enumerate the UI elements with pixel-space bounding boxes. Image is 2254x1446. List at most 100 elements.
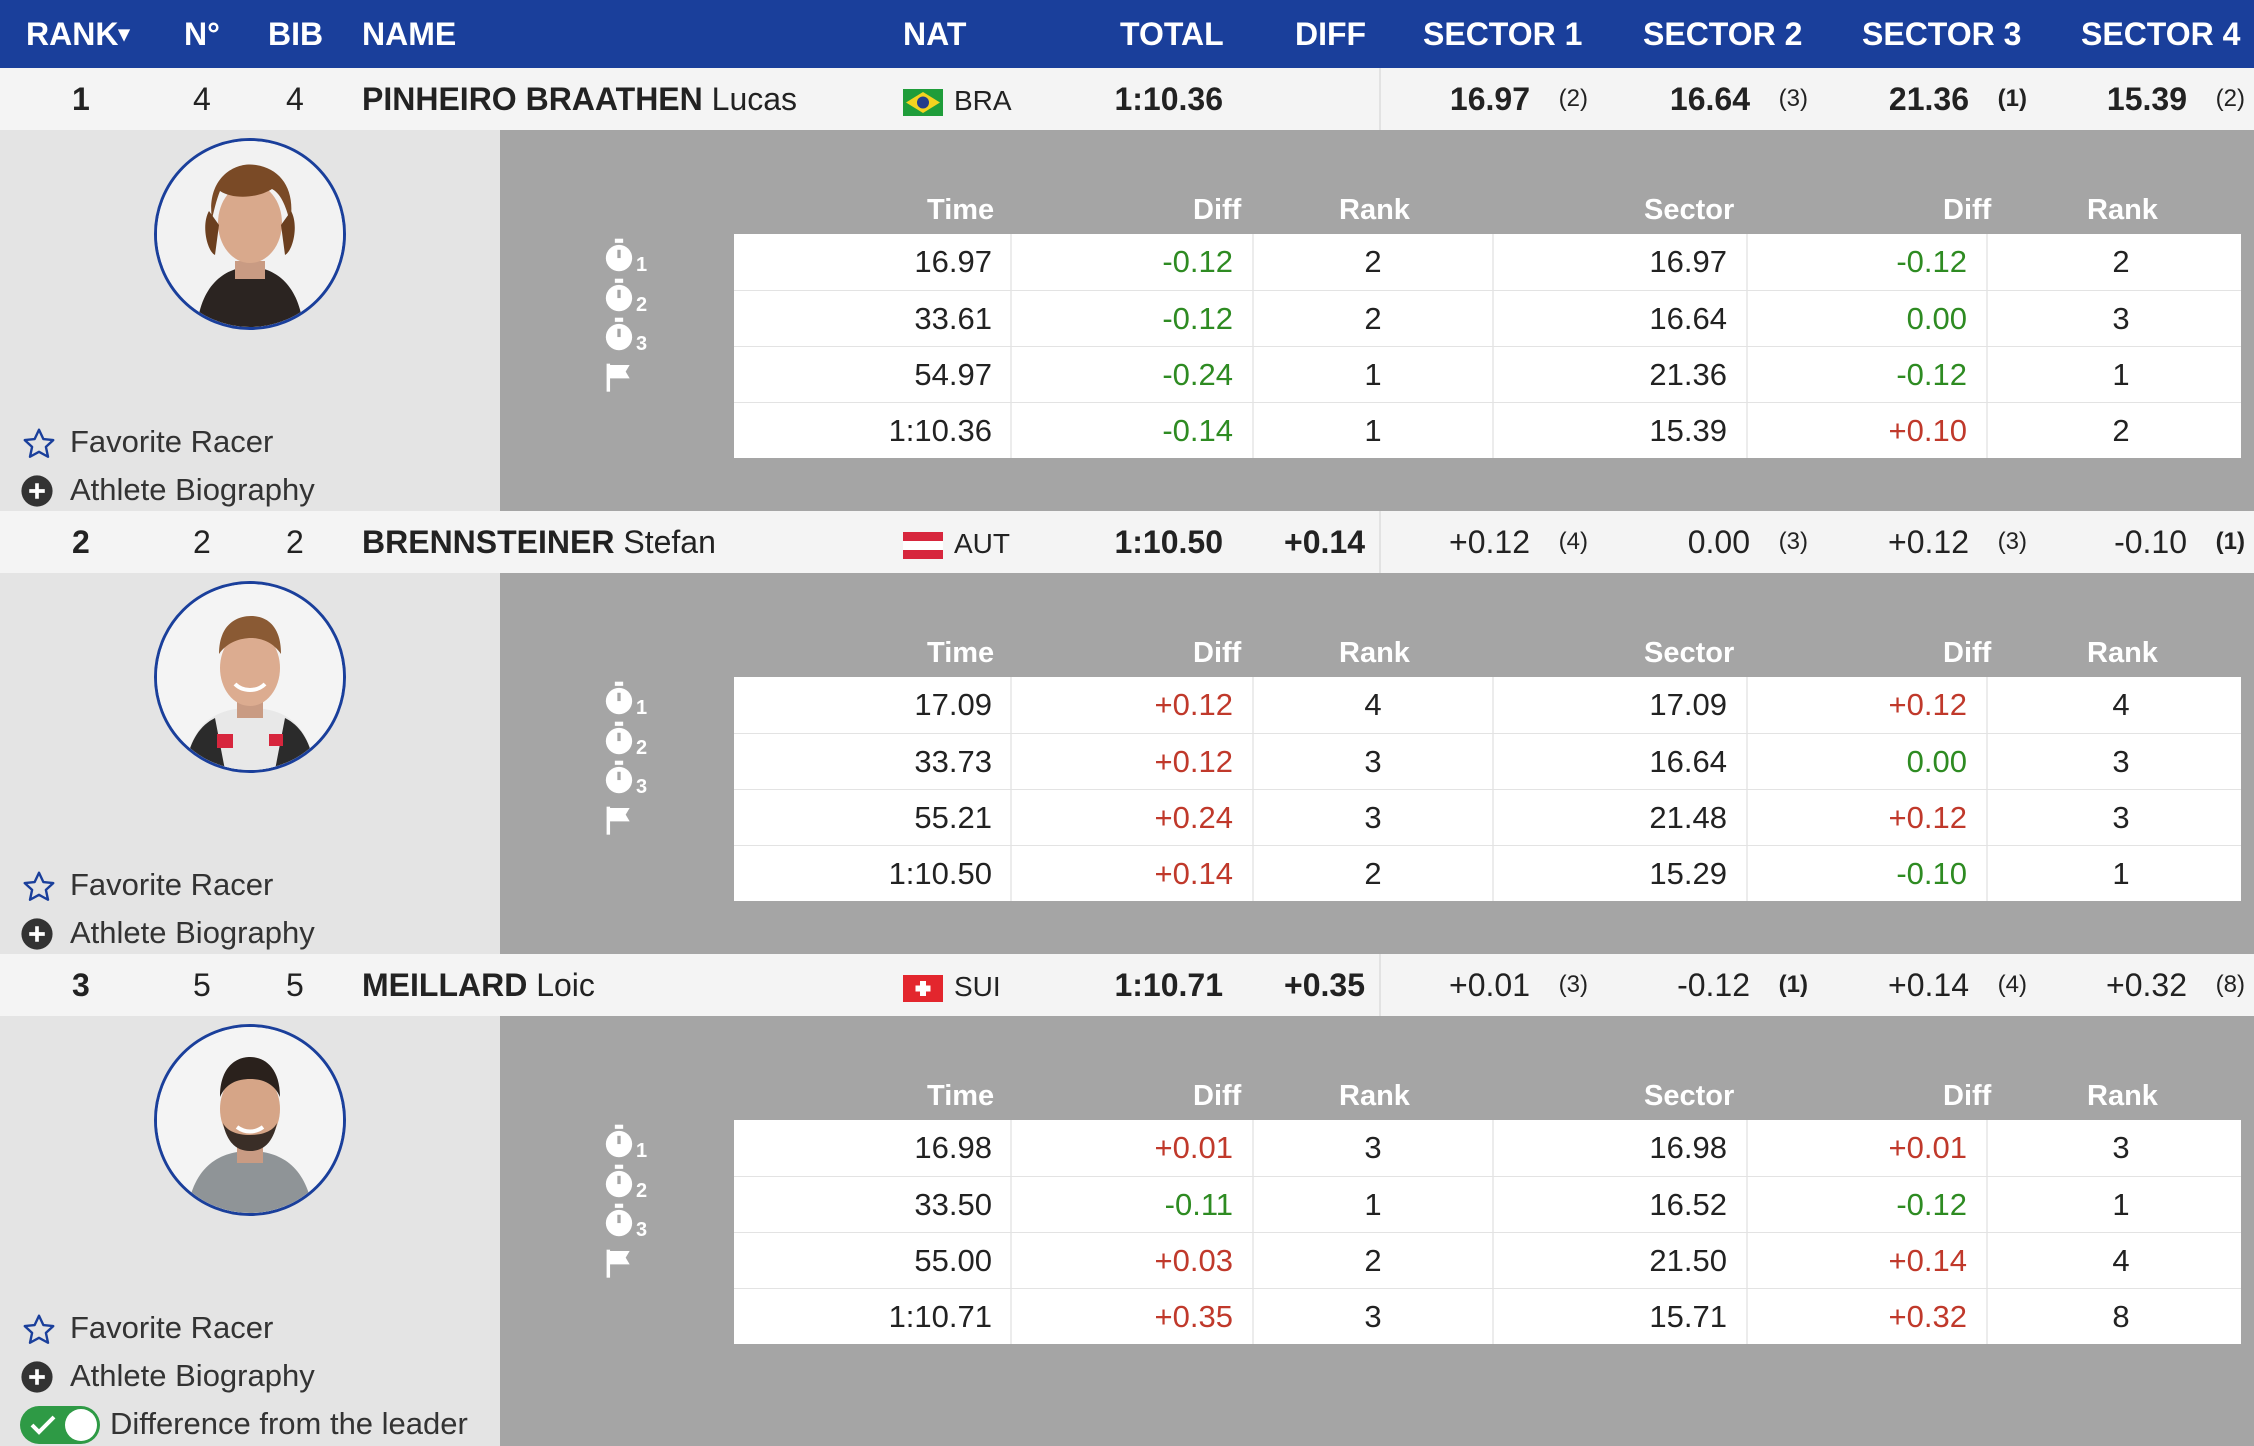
- split-row: 33.73 +0.12 3 16.64 0.00 3: [734, 733, 2241, 790]
- split-time: 33.61: [914, 301, 992, 336]
- split-number: 2: [636, 737, 648, 759]
- split-times-panel: Time Diff Rank Sector Diff Rank 1 2 3 16.9…: [500, 130, 2254, 560]
- start-number: 4: [193, 81, 211, 117]
- total-column-header[interactable]: TOTAL: [1120, 16, 1224, 52]
- split-sector-rank: 4: [2112, 687, 2130, 722]
- sector4-value: 15.39: [2106, 81, 2187, 117]
- split-diff: -0.11: [1164, 1187, 1233, 1222]
- nation-code: BRA: [954, 85, 1012, 116]
- sector4-column-header[interactable]: SECTOR 4: [2081, 16, 2241, 52]
- split-number: 3: [636, 776, 648, 798]
- diff-column-header: Diff: [1193, 194, 1242, 226]
- split-diff: +0.12: [1154, 687, 1233, 722]
- plus-circle-icon: [20, 917, 54, 961]
- sector1-value: +0.12: [1449, 524, 1530, 560]
- sector4-rank: (1): [2215, 528, 2245, 555]
- stopwatch-icon: 3: [602, 760, 647, 801]
- split-diff: +0.01: [1154, 1130, 1233, 1165]
- name-column-header[interactable]: NAME: [362, 16, 457, 52]
- time-column-header: Time: [927, 1080, 995, 1112]
- avatar[interactable]: [154, 581, 346, 773]
- split-sector-rank: 3: [2112, 301, 2130, 336]
- athlete-summary-row[interactable]: 2 2 2 BRENNSTEINER Stefan AUT 1:10.50 +0…: [0, 511, 2254, 573]
- split-diff: -0.12: [1162, 244, 1233, 279]
- rank-column-header[interactable]: RANK▾: [26, 16, 130, 52]
- split-row: 55.21 +0.24 3 21.48 +0.12 3: [734, 789, 2241, 846]
- bib-number: 4: [286, 81, 304, 117]
- stopwatch-icon: 2: [602, 1164, 647, 1205]
- austria-flag-icon: [903, 530, 943, 559]
- bib-number: 5: [286, 967, 304, 1003]
- sector2-column-header[interactable]: SECTOR 2: [1643, 16, 1803, 52]
- switzerland-flag-icon: [903, 973, 943, 1002]
- athlete-summary-row[interactable]: 1 4 4 PINHEIRO BRAATHEN Lucas BRA 1:10.3…: [0, 68, 2254, 130]
- nat-column-header[interactable]: NAT: [903, 16, 967, 52]
- split-time: 55.00: [914, 1243, 992, 1278]
- split-rank: 2: [1364, 856, 1382, 891]
- bib-column-header[interactable]: BIB: [268, 16, 324, 52]
- athlete-info-panel: Favorite Racer Athlete Biography Differe…: [0, 1016, 500, 1446]
- avatar[interactable]: [154, 138, 346, 330]
- sector1-value: 16.97: [1449, 81, 1530, 117]
- sector1-rank: (2): [1558, 85, 1588, 112]
- split-sector-diff: +0.12: [1888, 800, 1967, 835]
- split-number: 1: [636, 254, 648, 276]
- sector3-rank: (1): [1997, 85, 2027, 112]
- split-sector-diff: -0.10: [1896, 856, 1967, 891]
- split-number: 1: [636, 697, 648, 719]
- split-time: 54.97: [914, 357, 992, 392]
- athlete-biography-label: Athlete Biography: [70, 472, 315, 507]
- toggle-knob: [65, 1409, 97, 1441]
- athlete-lastname: BRENNSTEINER: [362, 524, 615, 560]
- sector-rank-column-header: Rank: [2087, 194, 2158, 226]
- stopwatch-icon: 3: [602, 1203, 647, 1244]
- sector3-value: 21.36: [1888, 81, 1969, 117]
- diff-column-header: Diff: [1193, 637, 1242, 669]
- athlete-detail-panel: Favorite Racer Athlete Biography Differe…: [0, 1016, 2254, 1446]
- athlete-name[interactable]: BRENNSTEINER Stefan: [362, 511, 716, 573]
- diff-column-header[interactable]: DIFF: [1295, 16, 1367, 52]
- sector2-value: 16.64: [1669, 81, 1750, 117]
- split-row: 1:10.71 +0.35 3 15.71 +0.32 8: [734, 1288, 2241, 1345]
- split-times-panel: Time Diff Rank Sector Diff Rank 1 2 3 16.9…: [500, 1016, 2254, 1446]
- total-diff: +0.14: [1284, 524, 1365, 560]
- toggle-switch[interactable]: [20, 1406, 100, 1444]
- athlete-name[interactable]: PINHEIRO BRAATHEN Lucas: [362, 68, 797, 130]
- sector3-column-header[interactable]: SECTOR 3: [1862, 16, 2022, 52]
- athlete-detail-panel: Favorite Racer Athlete Biography Differe…: [0, 130, 2254, 560]
- sort-arrow-icon[interactable]: ▾: [118, 21, 130, 46]
- no-column-header[interactable]: N°: [184, 16, 220, 52]
- athlete-summary-row[interactable]: 3 5 5 MEILLARD Loic SUI 1:10.71 +0.35 (3…: [0, 954, 2254, 1016]
- split-time: 1:10.50: [888, 856, 992, 891]
- split-times-table: 16.98 +0.01 3 16.98 +0.01 3 33.50 -0.11 1 16.52 -0…: [734, 1120, 2241, 1344]
- rank-value: 3: [72, 967, 90, 1003]
- split-row: 54.97 -0.24 1 21.36 -0.12 1: [734, 346, 2241, 403]
- split-sector: 16.52: [1649, 1187, 1727, 1222]
- split-sector-diff: -0.12: [1896, 1187, 1967, 1222]
- start-number: 2: [193, 524, 211, 560]
- split-row: 33.61 -0.12 2 16.64 0.00 3: [734, 290, 2241, 347]
- stopwatch-icon: 1: [602, 238, 647, 279]
- split-sector: 21.48: [1649, 800, 1727, 835]
- sector2-rank: (1): [1778, 971, 1808, 998]
- split-row: 33.50 -0.11 1 16.52 -0.12 1: [734, 1176, 2241, 1233]
- column-divider: [1379, 511, 1381, 573]
- split-sector-rank: 2: [2112, 413, 2130, 448]
- split-sector-rank: 1: [2112, 1187, 2130, 1222]
- avatar[interactable]: [154, 1024, 346, 1216]
- split-diff: +0.35: [1154, 1299, 1233, 1334]
- split-sector: 17.09: [1649, 687, 1727, 722]
- split-time: 33.73: [914, 744, 992, 779]
- split-times-panel: Time Diff Rank Sector Diff Rank 1 2 3 17.0…: [500, 573, 2254, 1003]
- sector4-value: +0.32: [2106, 967, 2187, 1003]
- diff-column-header: Diff: [1193, 1080, 1242, 1112]
- difference-from-leader-label: Difference from the leader: [110, 1406, 468, 1441]
- split-row: 16.98 +0.01 3 16.98 +0.01 3: [734, 1120, 2241, 1176]
- split-rank: 3: [1364, 744, 1382, 779]
- sector1-column-header[interactable]: SECTOR 1: [1423, 16, 1583, 52]
- sector3-rank: (3): [1997, 528, 2027, 555]
- star-icon: [20, 426, 58, 472]
- favorite-racer-label: Favorite Racer: [70, 424, 274, 459]
- checkmark-icon: [30, 1415, 56, 1435]
- athlete-name[interactable]: MEILLARD Loic: [362, 954, 595, 1016]
